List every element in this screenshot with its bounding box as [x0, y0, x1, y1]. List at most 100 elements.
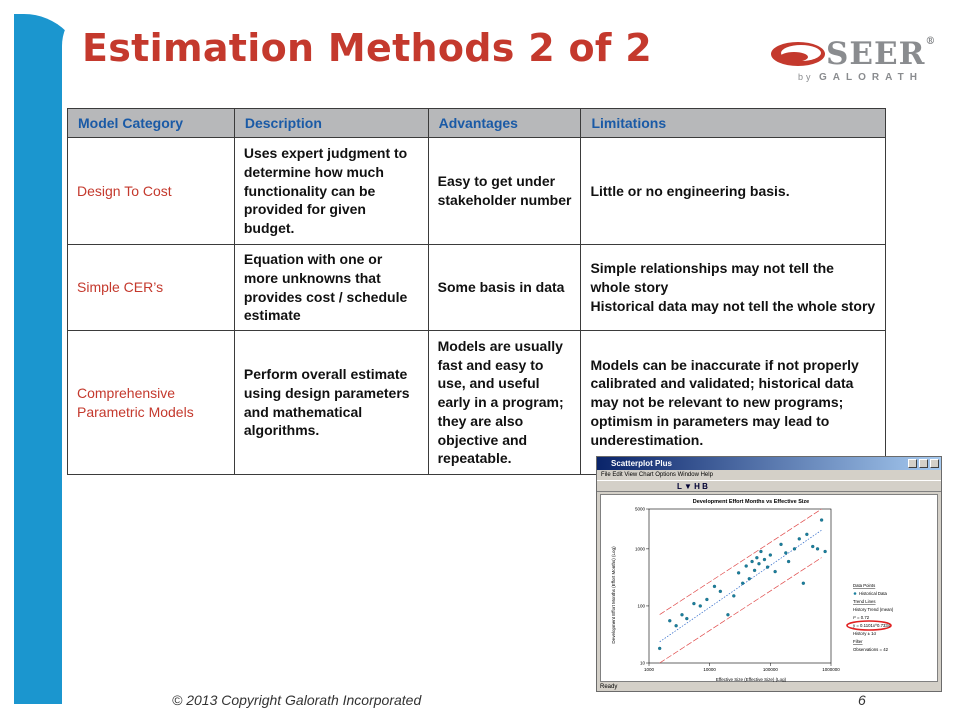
cell-category: Comprehensive Parametric Models — [67, 330, 235, 475]
data-point — [755, 556, 759, 560]
header-advantages: Advantages — [427, 108, 582, 138]
logo-wordmark: SEER® — [826, 36, 937, 72]
minimize-icon[interactable] — [908, 459, 917, 468]
legend-item: Filter — [853, 639, 863, 644]
cell-category: Simple CER’s — [67, 244, 235, 331]
x-tick-label: 1000000 — [822, 667, 840, 672]
data-point — [732, 594, 736, 598]
x-tick-label: 1000 — [644, 667, 655, 672]
status-bar: Ready — [600, 684, 618, 690]
data-point — [801, 581, 805, 585]
scatter-chart: Development Effort Months vs Effective S… — [611, 499, 894, 682]
trend-upper-line — [659, 508, 822, 615]
footer-copyright: © 2013 Copyright Galorath Incorporated — [172, 692, 422, 708]
window-title: Scatterplot Plus — [611, 459, 672, 468]
cell-description: Uses expert judgment to determine how mu… — [233, 137, 429, 245]
x-tick-label: 10000 — [703, 667, 716, 672]
data-point — [792, 547, 797, 551]
legend-item: Data Points — [853, 583, 875, 588]
data-point — [726, 613, 730, 617]
chart-xlabel: Effective Size (Effective Size) (Log) — [716, 677, 787, 682]
table-row: Simple CER’s Equation with one or more u… — [67, 244, 886, 331]
data-point — [797, 537, 801, 541]
cell-category: Design To Cost — [67, 137, 235, 245]
seer-logo: SEER® by GALORATH — [770, 36, 935, 86]
chart-axes: 1000 10000 100000 1000000 10 100 1000 5000 — [635, 507, 840, 673]
data-point — [815, 547, 820, 551]
table-row: Design To Cost Uses expert judgment to d… — [67, 137, 886, 245]
data-point — [741, 581, 745, 585]
legend-item: Observations = 42 — [853, 647, 889, 652]
data-point — [811, 544, 815, 549]
header-model-category: Model Category — [67, 108, 235, 138]
page-number: 6 — [858, 692, 866, 708]
x-tick-label: 100000 — [763, 667, 779, 672]
data-point — [768, 553, 772, 557]
data-point — [752, 568, 757, 573]
close-icon[interactable] — [930, 459, 939, 468]
data-point — [784, 551, 788, 555]
data-point — [658, 646, 662, 651]
data-point — [750, 559, 754, 564]
legend-marker — [853, 592, 857, 595]
cell-advantages: Some basis in data — [427, 244, 582, 331]
plot-area — [648, 508, 832, 664]
trend-lines — [659, 508, 822, 664]
window-menubar[interactable]: File Edit View Chart Options Window Help — [601, 472, 713, 478]
data-point — [685, 616, 689, 621]
data-point — [819, 518, 824, 522]
data-point — [762, 557, 767, 562]
chart-ylabel: Development Effort Months (Effort Months… — [611, 546, 616, 644]
header-description: Description — [233, 108, 429, 138]
legend-item: History ± 1σ — [853, 631, 877, 636]
cell-limitations: Little or no engineering basis. — [580, 137, 886, 245]
legend-item: y = 0.1101x^0.7334 — [853, 623, 891, 628]
data-point — [712, 584, 717, 589]
y-tick-label: 10 — [640, 661, 646, 666]
data-points — [658, 518, 827, 651]
data-point — [786, 559, 791, 564]
seer-swoosh-icon — [771, 42, 825, 66]
slide-title: Estimation Methods 2 of 2 — [82, 26, 653, 70]
cell-limitations: Models can be inaccurate if not properly… — [580, 330, 886, 475]
plot-window: Development Effort Months vs Effective S… — [600, 494, 938, 682]
scatterplot-screenshot: Scatterplot Plus File Edit View Chart Op… — [596, 456, 942, 692]
cell-advantages: Easy to get under stakeholder number — [427, 137, 582, 245]
data-point — [698, 604, 702, 608]
table-header-row: Model Category Description Advantages Li… — [67, 108, 886, 138]
legend-item: r² = 0.72 — [853, 615, 870, 620]
chart-legend: Data Points Historical Data Trend Lines His… — [846, 583, 894, 652]
data-point — [674, 624, 678, 628]
window-toolbar[interactable]: L ▼ H B — [597, 480, 941, 492]
cell-description: Perform overall estimate using design pa… — [233, 330, 429, 475]
estimation-methods-table: Model Category Description Advantages Li… — [67, 108, 886, 475]
data-point — [759, 549, 763, 554]
data-point — [692, 601, 696, 606]
data-point — [744, 564, 748, 568]
data-point — [747, 577, 751, 581]
highlight-ellipse — [846, 620, 892, 631]
data-point — [805, 532, 809, 536]
y-tick-label: 100 — [637, 603, 645, 608]
table-row: Comprehensive Parametric Models Perform … — [67, 330, 886, 475]
window-titlebar: Scatterplot Plus — [597, 457, 941, 470]
logo-byline: by GALORATH — [798, 72, 923, 83]
trend-lower-line — [659, 557, 822, 664]
legend-item: Historical Data — [859, 591, 888, 596]
data-point — [705, 597, 709, 602]
data-point — [680, 613, 684, 617]
chart-title: Development Effort Months vs Effective S… — [693, 499, 809, 505]
data-point — [668, 619, 672, 623]
maximize-icon[interactable] — [919, 459, 928, 468]
data-point — [718, 589, 722, 594]
y-tick-label: 5000 — [635, 507, 646, 512]
data-point — [779, 542, 783, 547]
data-point — [765, 565, 770, 569]
cell-advantages: Models are usually fast and easy to use,… — [427, 330, 582, 475]
data-point — [773, 569, 777, 574]
legend-item: History Trend (mean) — [853, 607, 894, 612]
legend-item: Trend Lines — [853, 599, 876, 604]
data-point — [757, 562, 761, 566]
data-point — [823, 549, 827, 554]
data-point — [736, 571, 741, 575]
